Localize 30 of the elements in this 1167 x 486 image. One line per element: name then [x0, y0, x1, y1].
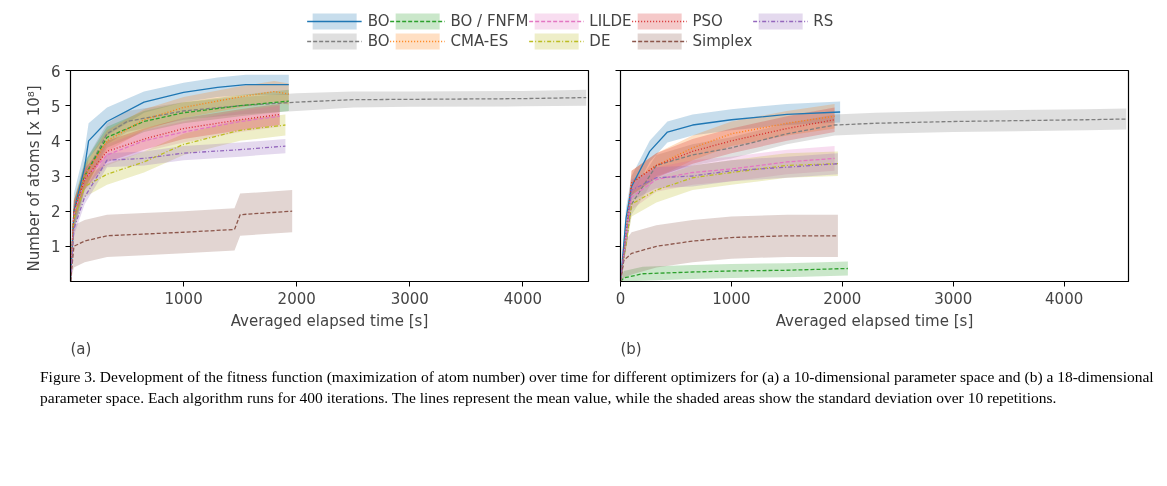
- legend-label: BO / FNFM: [450, 12, 529, 30]
- legend-label: CMA-ES: [450, 32, 509, 50]
- legend-label: RS: [813, 12, 834, 30]
- x-axis-title: Averaged elapsed time [s]: [230, 311, 429, 330]
- x-tick-label: 1000: [712, 289, 751, 308]
- y-axis-title: Number of atoms [x 10⁸]: [24, 85, 43, 272]
- y-tick-label: 1: [50, 238, 61, 257]
- legend-label: DE: [589, 32, 611, 50]
- legend-label: LILDE: [589, 12, 632, 30]
- x-tick-label: 4000: [503, 289, 542, 308]
- legend-label: PSO: [692, 12, 723, 30]
- x-tick-label: 1000: [164, 289, 203, 308]
- text: (b): [620, 339, 642, 358]
- text: (a): [70, 339, 92, 358]
- x-tick-label: 3000: [390, 289, 429, 308]
- y-tick-label: 6: [50, 62, 61, 81]
- y-tick-label: 2: [50, 203, 61, 222]
- x-tick-label: 4000: [1045, 289, 1084, 308]
- legend-label: BO: [367, 12, 390, 30]
- legend-label: BO: [367, 32, 390, 50]
- x-tick-label: 0: [615, 289, 626, 308]
- legend-label: Simplex: [692, 32, 753, 50]
- y-tick-label: 4: [50, 132, 61, 151]
- y-tick-label: 3: [50, 168, 61, 186]
- y-tick-label: 5: [50, 97, 61, 116]
- caption: Figure 3. Development of the fitness function (maximization of atom number) over time for different optimizers for (a) a 10-dimensional parameter space and (b) a 18-dimensional parameter space. Each algorithm runs for 400 iterations. The lines represent the mean value, while the shaded areas show the standard deviation over 10 repetitions.: [40, 367, 1155, 408]
- x-tick-label: 2000: [277, 289, 316, 308]
- x-tick-label: 3000: [934, 289, 973, 308]
- x-axis-title: Averaged elapsed time [s]: [775, 311, 974, 330]
- x-tick-label: 2000: [823, 289, 862, 308]
